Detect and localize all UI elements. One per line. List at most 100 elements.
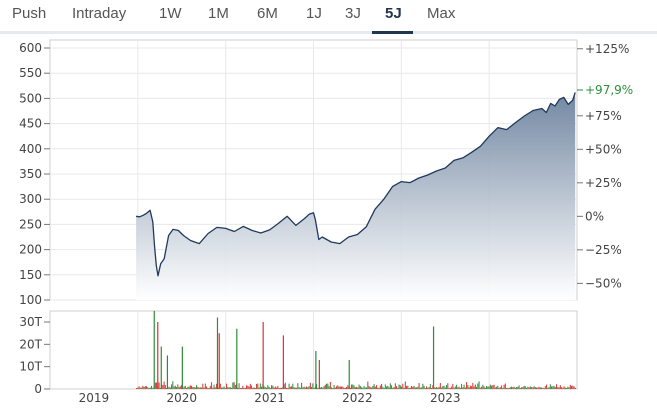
volume-bar (219, 383, 221, 389)
volume-bar (138, 386, 140, 389)
volume-bar (279, 387, 281, 389)
volume-bar (274, 386, 276, 389)
volume-bar (476, 386, 478, 389)
volume-bar (371, 387, 373, 389)
volume-bar (264, 387, 266, 389)
volume-bar (431, 387, 433, 389)
tab-1j[interactable]: 1J (306, 5, 322, 22)
volume-bar (292, 383, 294, 389)
volume-bar (494, 387, 496, 389)
volume-bar (398, 384, 400, 389)
volume-bar (539, 387, 541, 389)
volume-bar (463, 384, 465, 389)
volume-bar (143, 386, 145, 389)
volume-bar (399, 385, 401, 389)
volume-bar (534, 387, 536, 389)
volume-bar (533, 386, 535, 389)
volume-bar (384, 384, 386, 389)
tab-1w[interactable]: 1W (159, 5, 182, 22)
volume-bar (326, 383, 328, 389)
volume-spike-bar (318, 359, 320, 389)
volume-bar (401, 386, 403, 389)
volume-bar (214, 387, 216, 389)
volume-bar (367, 381, 369, 389)
volume-bar (422, 383, 424, 389)
x-tick-label: 2019 (79, 391, 110, 405)
volume-bar (294, 387, 296, 389)
tab-6m[interactable]: 6M (257, 5, 278, 22)
volume-bar (513, 386, 515, 389)
volume-bar (512, 387, 514, 389)
volume-bar (211, 382, 213, 389)
volume-bar (271, 385, 273, 389)
volume-bar (311, 387, 313, 389)
tab-5j[interactable]: 5J (385, 5, 402, 22)
volume-bar (193, 387, 195, 389)
volume-bar (448, 387, 450, 389)
volume-bar (519, 387, 521, 389)
volume-bar (232, 382, 234, 389)
volume-bar (404, 381, 406, 389)
volume-bar (483, 386, 485, 389)
volume-bar (361, 387, 363, 389)
volume-bar (152, 387, 154, 389)
volume-bar (203, 387, 205, 389)
volume-bar (162, 384, 164, 389)
volume-bar (507, 387, 509, 389)
volume-bar (291, 386, 293, 389)
volume-bar (257, 383, 259, 389)
volume-bar (434, 387, 436, 389)
volume-bar (349, 387, 351, 389)
volume-bar (184, 385, 186, 389)
price-y-tick-label: 350 (19, 167, 42, 181)
volume-bar (574, 387, 576, 389)
volume-bar (518, 385, 520, 389)
volume-bar (428, 387, 430, 389)
volume-bar (572, 385, 574, 389)
pct-axis-label: +75% (585, 109, 622, 123)
volume-bar (312, 383, 314, 389)
volume-bar (382, 386, 384, 389)
volume-bar (437, 387, 439, 389)
volume-bar (244, 387, 246, 389)
volume-spike-bar (282, 335, 284, 389)
tab-3j[interactable]: 3J (345, 5, 361, 22)
volume-bar (439, 383, 441, 389)
volume-bar (347, 385, 349, 389)
volume-bar (427, 387, 429, 389)
volume-bar (194, 387, 196, 389)
volume-bar (268, 386, 270, 389)
x-tick-label: 2022 (342, 391, 373, 405)
volume-spike-bar (181, 346, 183, 389)
volume-bar (489, 384, 491, 389)
tab-1m[interactable]: 1M (208, 5, 229, 22)
volume-bar (337, 385, 339, 389)
volume-bar (216, 383, 218, 389)
volume-bar (231, 387, 233, 389)
volume-bar (467, 384, 469, 389)
volume-bar (532, 387, 534, 389)
volume-bar (491, 385, 493, 389)
volume-bar (259, 383, 261, 389)
tab-intraday[interactable]: Intraday (72, 5, 127, 22)
volume-bar (486, 385, 488, 389)
volume-bar (241, 388, 243, 389)
volume-bar (383, 387, 385, 389)
price-y-tick-label: 400 (19, 142, 42, 156)
volume-bar (423, 385, 425, 389)
volume-bar (166, 387, 168, 389)
volume-bar (147, 387, 149, 389)
volume-bar (502, 387, 504, 389)
volume-bar (516, 387, 518, 389)
volume-bar (412, 386, 414, 389)
pct-axis-label: +50% (585, 142, 622, 156)
tab-push[interactable]: Push (12, 5, 47, 22)
volume-bar (164, 385, 166, 389)
volume-bar (209, 385, 211, 389)
volume-bar (529, 386, 531, 389)
volume-bar (573, 386, 575, 389)
volume-bar (343, 387, 345, 389)
volume-bar (302, 387, 304, 389)
tab-max[interactable]: Max (427, 5, 456, 22)
volume-spike-bar (153, 310, 155, 389)
